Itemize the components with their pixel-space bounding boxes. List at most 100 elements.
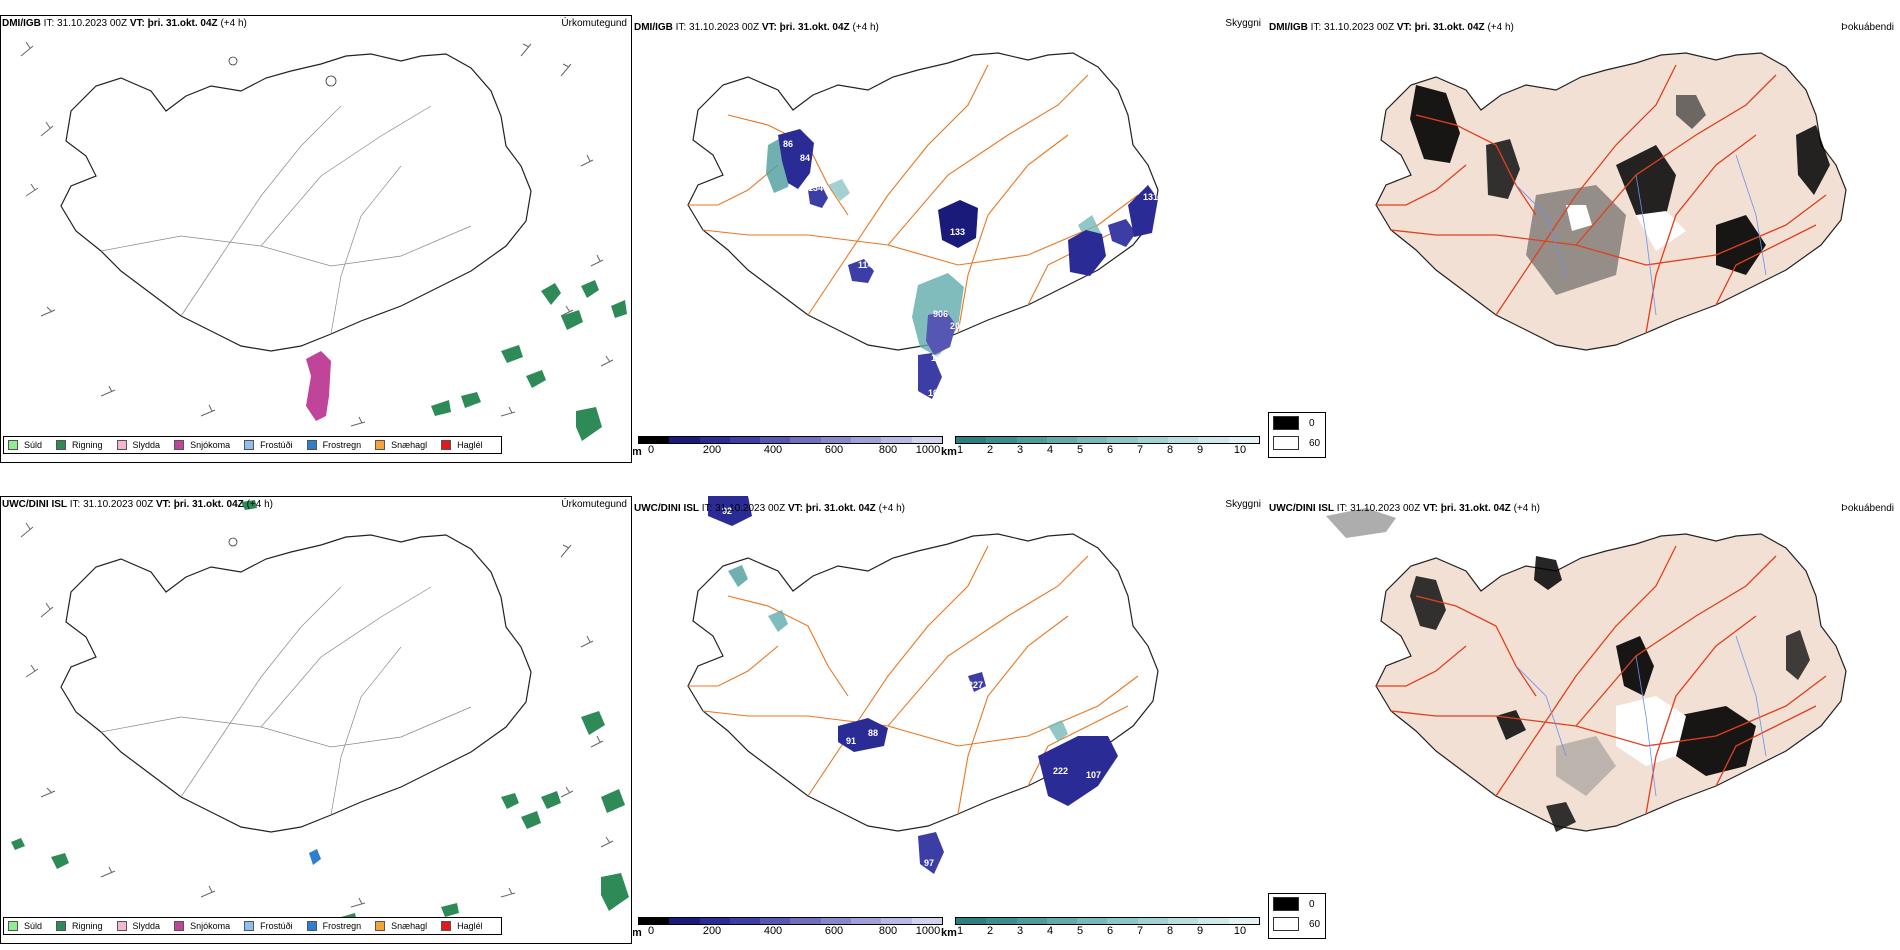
legend-item: Snæhagl	[375, 921, 427, 931]
panel-header-1: DMI/IGB IT: 31.10.2023 00Z VT: þri. 31.o…	[2, 18, 247, 29]
fog-map-1	[1375, 52, 1847, 351]
scale-tick: 2	[986, 925, 994, 937]
precip-areas	[306, 280, 627, 441]
panel-title-visibility-1: Skyggni	[1225, 18, 1261, 29]
scale-tick: 200	[702, 925, 722, 937]
cloud-label: 134	[808, 183, 823, 193]
visibility-unit: km	[941, 446, 957, 458]
scale-tick: 9	[1196, 925, 1204, 937]
cloud-label: 227	[968, 680, 983, 690]
legend-swatch	[306, 440, 317, 450]
cloud-label: 114	[858, 260, 873, 270]
cloud-label: 20	[1103, 279, 1113, 289]
scale-tick: 5	[1076, 444, 1084, 456]
panel-header-5: UWC/DINI ISL IT: 31.10.2023 00Z VT: þri.…	[634, 503, 905, 514]
legend-item: Súld	[8, 921, 42, 931]
cloud-label: 131	[1143, 192, 1158, 202]
scale-tick: 0	[647, 444, 655, 456]
legend-item: Rigning	[56, 921, 103, 931]
legend-item: Rigning	[56, 440, 103, 450]
scale-tick: 10	[1233, 444, 1247, 456]
roads	[1376, 545, 1827, 815]
wind-barbs	[20, 41, 614, 427]
scale-tick: 6	[1106, 925, 1114, 937]
legend-item: Frostúði	[244, 921, 293, 931]
iceland-outline	[60, 534, 532, 833]
fog-swatch-black	[1273, 897, 1299, 911]
wind-barbs	[20, 522, 614, 908]
precip-type-map-2	[11, 500, 629, 927]
cloud-label: 202	[1088, 285, 1103, 295]
precip-areas	[11, 500, 629, 927]
scale-tick: 10	[1233, 925, 1247, 937]
rivers	[1515, 635, 1767, 797]
scale-tick: 800	[878, 444, 898, 456]
precip-type-panel-2: UWC/DINI ISL IT: 31.10.2023 00Z VT: þri.…	[0, 496, 632, 944]
iceland-outline	[1375, 533, 1847, 832]
precip-legend-2: Súld Rigning Slydda Snjókoma Frostúði Fr…	[3, 917, 502, 935]
cloud-label: 91	[846, 736, 856, 746]
scale-tick: 400	[763, 925, 783, 937]
visibility-map-1: 86 84 85 134 133 114 906 208 202 200 20 …	[687, 52, 1159, 399]
precip-type-map-1	[20, 41, 627, 441]
fog-swatch-black	[1273, 416, 1299, 430]
legend-swatch	[375, 440, 386, 450]
legend-swatch	[244, 921, 255, 931]
roads-overlay	[100, 586, 472, 816]
fog-panel-2: UWC/DINI ISL IT: 31.10.2023 00Z VT: þri.…	[1266, 496, 1900, 944]
scale-tick: 7	[1136, 444, 1144, 456]
cloud-label: 88	[868, 728, 878, 738]
cloud-base-labels: 92 91 88 227 222 107 97	[722, 506, 1101, 868]
roads-overlay	[100, 105, 472, 335]
fog-areas	[1410, 85, 1830, 295]
panel-title-precip-1: Úrkomutegund	[561, 18, 627, 29]
cloud-base-unit: m	[633, 446, 642, 458]
cloud-base-areas	[708, 496, 1118, 874]
scale-tick: 800	[878, 925, 898, 937]
scale-tick: 9	[1196, 444, 1204, 456]
scale-tick: 2	[986, 444, 994, 456]
legend-swatch	[306, 921, 317, 931]
cloud-label: 92	[722, 506, 732, 516]
fog-legend-2: 0 60	[1268, 893, 1326, 939]
visibility-areas	[728, 565, 1068, 742]
scale-tick: 200	[702, 444, 722, 456]
cloud-base-unit: m	[633, 927, 642, 939]
legend-swatch	[116, 440, 127, 450]
legend-item: Frostúði	[244, 440, 293, 450]
panel-title-precip-2: Úrkomutegund	[561, 499, 627, 510]
legend-swatch	[441, 440, 452, 450]
cloud-base-scale-1: 0 200 400 600 800 1000	[638, 436, 943, 456]
scale-tick: 1	[956, 444, 964, 456]
roads	[688, 545, 1139, 815]
legend-swatch	[8, 921, 18, 931]
legend-swatch	[116, 921, 127, 931]
cloud-label: 200	[1115, 261, 1130, 271]
legend-swatch	[8, 440, 18, 450]
scale-tick: 1000	[915, 444, 941, 456]
legend-item: Haglél	[441, 440, 483, 450]
scale-tick: 4	[1046, 925, 1054, 937]
scale-tick: 8	[1166, 444, 1174, 456]
scale-tick: 8	[1166, 925, 1174, 937]
cloud-base-colorbar	[638, 917, 943, 925]
panel-header-6: UWC/DINI ISL IT: 31.10.2023 00Z VT: þri.…	[1269, 503, 1540, 514]
scale-tick: 3	[1016, 444, 1024, 456]
panel-header-3: DMI/IGB IT: 31.10.2023 00Z VT: þri. 31.o…	[1269, 22, 1514, 33]
legend-swatch	[56, 921, 67, 931]
legend-swatch	[375, 921, 386, 931]
cloud-label: 84	[800, 153, 810, 163]
panel-title-visibility-2: Skyggni	[1225, 499, 1261, 510]
cloud-label: 85	[786, 191, 796, 201]
scale-tick: 600	[824, 925, 844, 937]
legend-swatch	[441, 921, 452, 931]
fog-legend-1: 0 60	[1268, 412, 1326, 458]
precip-type-panel-1: DMI/IGB IT: 31.10.2023 00Z VT: þri. 31.o…	[0, 15, 632, 463]
cloud-label: 97	[924, 858, 934, 868]
legend-swatch	[244, 440, 255, 450]
scale-tick: 1000	[915, 925, 941, 937]
fog-swatch-white	[1273, 436, 1299, 450]
cloud-label: 208	[950, 321, 965, 331]
cloud-label: 906	[933, 309, 948, 319]
visibility-panel-1: 86 84 85 134 133 114 906 208 202 200 20 …	[633, 15, 1265, 463]
